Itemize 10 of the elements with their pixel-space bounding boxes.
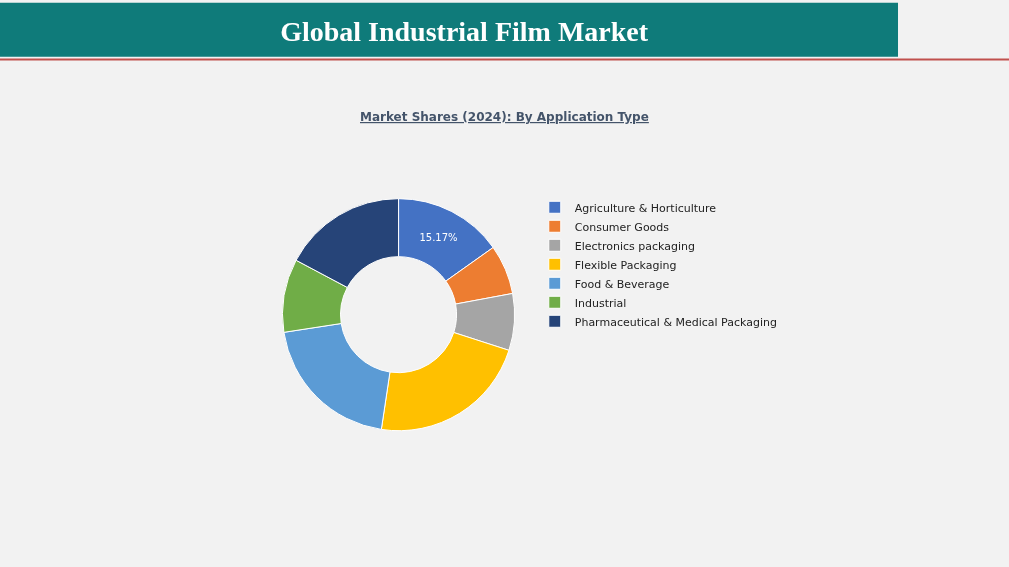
chart-subtitle: Market Shares (2024): By Application Type: [360, 110, 649, 124]
chart-title: Global Industrial Film Market: [280, 15, 649, 47]
legend-label: Food & Beverage: [574, 277, 670, 291]
data-label: 15.17%: [419, 231, 458, 243]
legend-label: Electronics packaging: [574, 239, 695, 253]
legend-label: Flexible Packaging: [574, 258, 677, 272]
legend-label: Pharmaceutical & Medical Packaging: [574, 315, 777, 329]
legend-label: Industrial: [574, 296, 627, 310]
legend-label: Agriculture & Horticulture: [574, 201, 717, 215]
legend-label: Consumer Goods: [574, 220, 670, 234]
